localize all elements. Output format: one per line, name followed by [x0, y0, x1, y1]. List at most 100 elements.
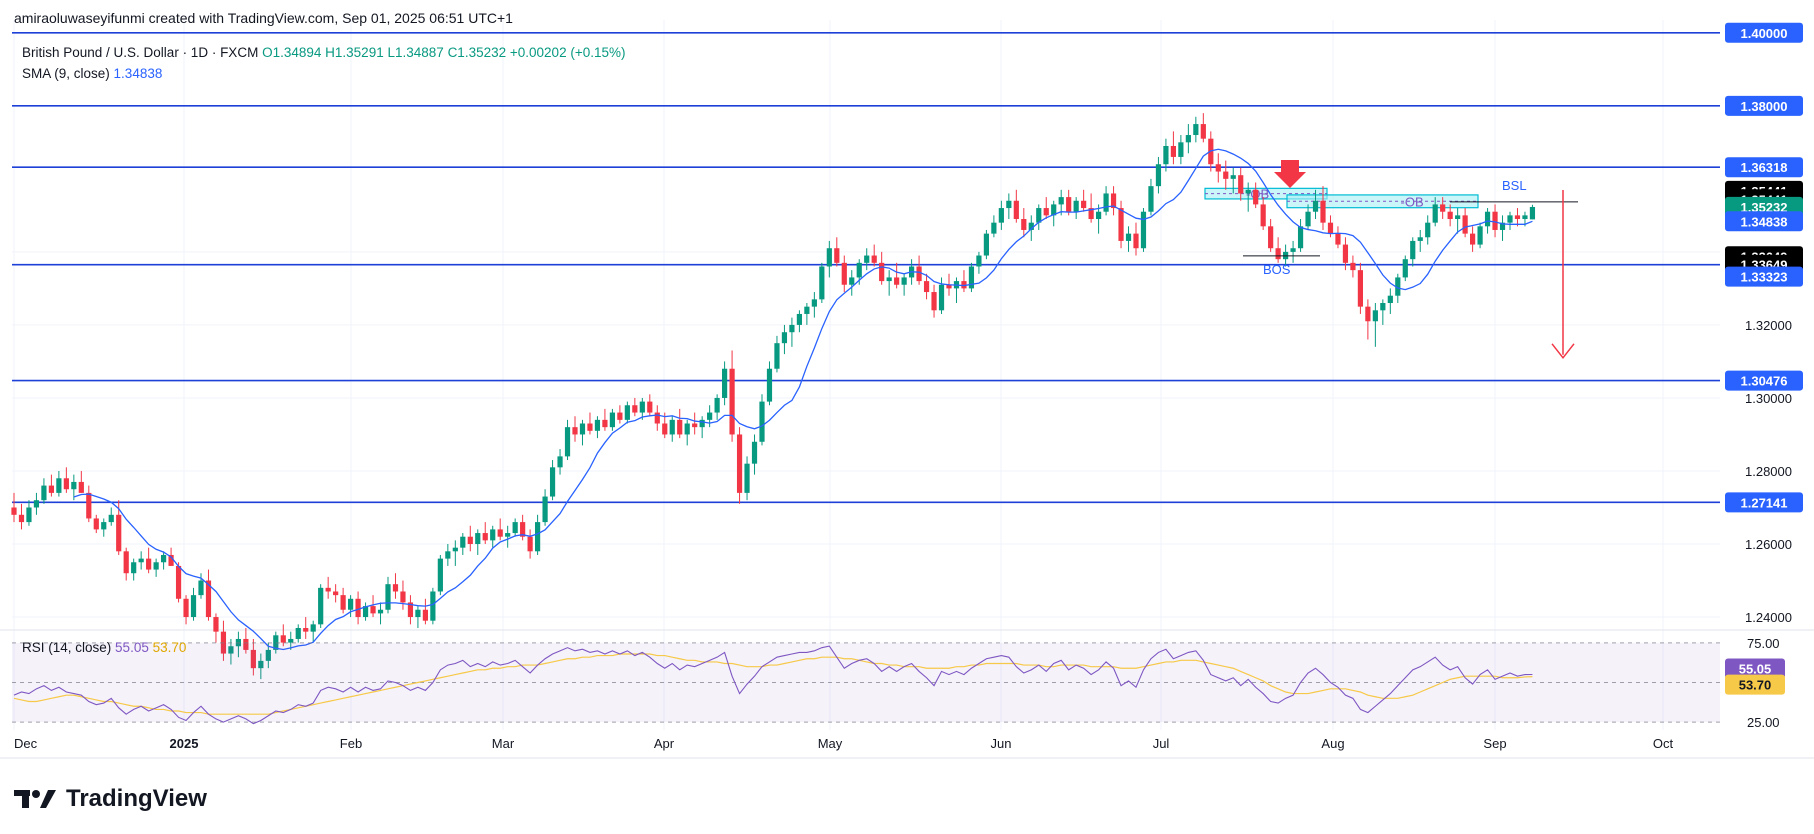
- candle[interactable]: [1327, 222, 1334, 234]
- candle[interactable]: [422, 609, 428, 621]
- candle[interactable]: [961, 281, 967, 289]
- rsi-value-badge[interactable]: [1725, 658, 1785, 679]
- candle[interactable]: [161, 554, 167, 563]
- candle[interactable]: [445, 551, 451, 559]
- candle[interactable]: [722, 368, 728, 398]
- price-label-badge[interactable]: [1725, 370, 1803, 391]
- candle[interactable]: [71, 481, 77, 490]
- candle[interactable]: [1178, 142, 1184, 157]
- candle[interactable]: [1103, 193, 1109, 212]
- candle[interactable]: [273, 635, 279, 650]
- candle[interactable]: [564, 427, 571, 457]
- candle[interactable]: [1477, 226, 1483, 245]
- candle[interactable]: [1387, 295, 1393, 304]
- rsi-value-badge[interactable]: [1725, 674, 1785, 695]
- candle[interactable]: [617, 412, 623, 420]
- candle[interactable]: [333, 591, 339, 596]
- candle[interactable]: [796, 313, 802, 325]
- candle[interactable]: [1447, 211, 1453, 220]
- candle[interactable]: [916, 266, 922, 282]
- candle[interactable]: [310, 624, 316, 632]
- candle[interactable]: [348, 598, 354, 610]
- rsi-pane[interactable]: [12, 642, 1720, 725]
- candle[interactable]: [355, 598, 361, 618]
- candle[interactable]: [198, 580, 204, 596]
- price-label-badge[interactable]: [1725, 22, 1803, 43]
- candle[interactable]: [505, 533, 511, 537]
- candle[interactable]: [654, 412, 660, 424]
- candle[interactable]: [430, 591, 436, 621]
- candle[interactable]: [295, 628, 301, 639]
- candle[interactable]: [1522, 215, 1528, 220]
- candle[interactable]: [1058, 197, 1064, 205]
- candle[interactable]: [467, 536, 473, 545]
- candle[interactable]: [1163, 145, 1169, 165]
- candle[interactable]: [983, 233, 989, 256]
- candle[interactable]: [1365, 306, 1371, 322]
- candle[interactable]: [1230, 175, 1236, 179]
- candle[interactable]: [392, 584, 399, 592]
- candle[interactable]: [1155, 164, 1162, 187]
- candle[interactable]: [677, 419, 683, 435]
- candle[interactable]: [175, 565, 182, 599]
- candle[interactable]: [1305, 211, 1311, 227]
- candle[interactable]: [991, 222, 997, 234]
- candle[interactable]: [400, 591, 406, 603]
- candle[interactable]: [1350, 262, 1356, 271]
- candle[interactable]: [370, 606, 376, 614]
- candle[interactable]: [639, 401, 645, 413]
- candle[interactable]: [871, 255, 877, 263]
- candle[interactable]: [1395, 277, 1401, 296]
- candle[interactable]: [781, 332, 788, 344]
- candle[interactable]: [48, 485, 54, 493]
- candle[interactable]: [707, 412, 713, 420]
- candle[interactable]: [826, 248, 832, 267]
- candle[interactable]: [460, 536, 466, 548]
- candle[interactable]: [1335, 233, 1341, 245]
- candle[interactable]: [131, 562, 137, 574]
- price-label-badge[interactable]: [1725, 266, 1803, 287]
- candle[interactable]: [931, 292, 937, 311]
- candle[interactable]: [41, 485, 47, 501]
- candle[interactable]: [33, 500, 40, 508]
- candle[interactable]: [886, 277, 892, 282]
- candle[interactable]: [362, 606, 369, 618]
- price-label-badge[interactable]: [1725, 492, 1803, 513]
- candle[interactable]: [557, 456, 563, 468]
- price-axis[interactable]: 1.240001.260001.280001.300001.320001.340…: [1725, 22, 1803, 730]
- candle[interactable]: [1013, 200, 1019, 220]
- candle[interactable]: [609, 412, 615, 428]
- candle[interactable]: [243, 638, 249, 650]
- candle[interactable]: [1372, 310, 1378, 322]
- candle[interactable]: [976, 255, 982, 267]
- candle[interactable]: [804, 306, 810, 314]
- candle[interactable]: [407, 602, 414, 618]
- candle[interactable]: [520, 522, 526, 537]
- candle[interactable]: [1320, 200, 1326, 223]
- candle[interactable]: [1492, 211, 1498, 230]
- time-axis[interactable]: Dec 2025 Feb Mar Apr May Jun Jul Aug Sep Oct: [14, 736, 1673, 751]
- candle[interactable]: [138, 558, 144, 563]
- candle[interactable]: [385, 584, 391, 610]
- candle[interactable]: [1253, 189, 1259, 205]
- candle[interactable]: [624, 405, 630, 420]
- candle[interactable]: [819, 266, 825, 300]
- candle[interactable]: [415, 609, 421, 618]
- candle[interactable]: [1290, 248, 1296, 252]
- candle[interactable]: [1223, 171, 1229, 179]
- candle[interactable]: [1021, 219, 1027, 230]
- candle[interactable]: [1028, 222, 1034, 230]
- candle[interactable]: [325, 587, 331, 592]
- candle[interactable]: [168, 554, 174, 566]
- candle[interactable]: [205, 580, 212, 618]
- candle[interactable]: [774, 343, 780, 369]
- candle[interactable]: [834, 248, 840, 263]
- candle[interactable]: [490, 529, 496, 541]
- candle[interactable]: [1170, 145, 1176, 157]
- candle[interactable]: [549, 467, 556, 497]
- candle[interactable]: [811, 299, 817, 307]
- candle[interactable]: [1245, 189, 1251, 194]
- candle[interactable]: [1125, 233, 1132, 241]
- candle[interactable]: [692, 423, 698, 428]
- candle[interactable]: [340, 595, 346, 610]
